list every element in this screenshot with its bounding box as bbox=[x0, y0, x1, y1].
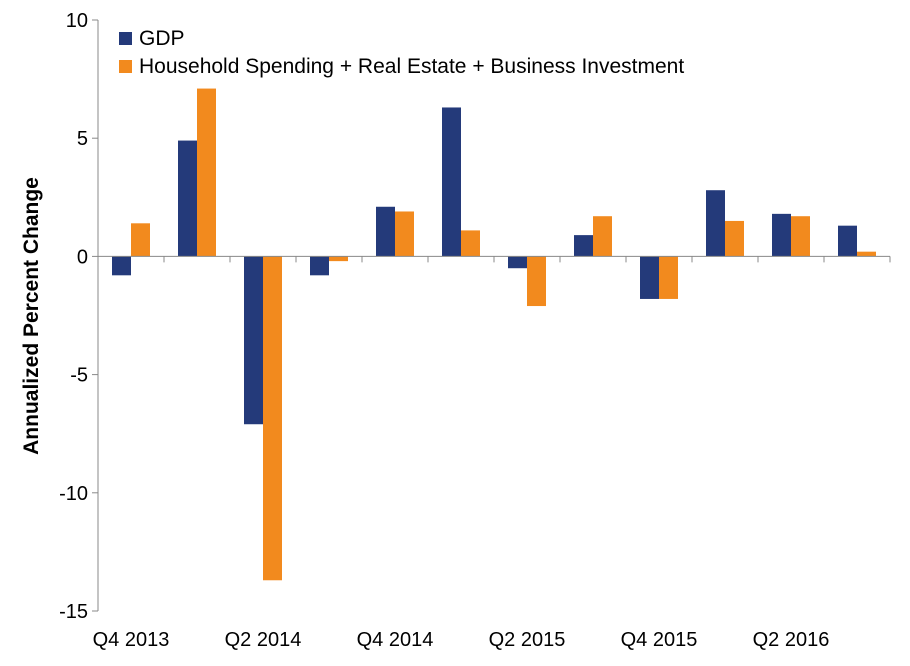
bar-series-2 bbox=[857, 251, 876, 257]
x-tick-label: Q2 2015 bbox=[489, 629, 566, 651]
y-tick-label: 5 bbox=[77, 128, 88, 150]
bars-layer bbox=[112, 88, 876, 581]
x-tick-label: Q4 2013 bbox=[93, 629, 170, 651]
bar-series-1 bbox=[508, 256, 527, 269]
bar-series-2 bbox=[659, 256, 678, 299]
y-tick-label: 10 bbox=[66, 10, 88, 32]
bar-series-1 bbox=[772, 213, 791, 257]
bar-series-2 bbox=[395, 211, 414, 257]
bar-series-1 bbox=[310, 256, 329, 276]
x-tick-label: Q4 2015 bbox=[621, 629, 698, 651]
bar-series-1 bbox=[376, 206, 395, 257]
bar-series-2 bbox=[725, 220, 744, 257]
bar-series-2 bbox=[131, 223, 150, 257]
bar-series-1 bbox=[244, 256, 263, 425]
x-tick-label: Q2 2014 bbox=[225, 629, 302, 651]
bar-series-2 bbox=[527, 256, 546, 307]
y-tick-label: -10 bbox=[59, 483, 88, 505]
bar-series-2 bbox=[593, 216, 612, 257]
y-axis-title: Annualized Percent Change bbox=[20, 177, 43, 455]
legend-swatch-series-2 bbox=[119, 60, 132, 73]
legend-swatch-series-1 bbox=[119, 32, 132, 45]
legend: GDP Household Spending + Real Estate + Bu… bbox=[119, 27, 684, 78]
bar-series-2 bbox=[329, 256, 348, 262]
legend-label-series-1: GDP bbox=[139, 27, 185, 50]
y-tick-label: -15 bbox=[59, 601, 88, 623]
bar-series-2 bbox=[197, 88, 216, 257]
bar-series-1 bbox=[112, 256, 131, 276]
bar-series-1 bbox=[838, 225, 857, 257]
x-tick-label: Q4 2014 bbox=[357, 629, 434, 651]
bar-series-1 bbox=[640, 256, 659, 299]
bar-series-1 bbox=[706, 190, 725, 257]
y-tick-label: 0 bbox=[77, 246, 88, 268]
bar-series-2 bbox=[263, 256, 282, 581]
x-tick-label: Q2 2016 bbox=[753, 629, 830, 651]
bar-series-1 bbox=[178, 140, 197, 257]
y-tick-label: -5 bbox=[70, 365, 88, 387]
bar-series-2 bbox=[791, 216, 810, 257]
bar-series-1 bbox=[574, 235, 593, 257]
bar-series-1 bbox=[442, 107, 461, 257]
bar-series-2 bbox=[461, 230, 480, 257]
legend-label-series-2: Household Spending + Real Estate + Busin… bbox=[139, 55, 684, 78]
